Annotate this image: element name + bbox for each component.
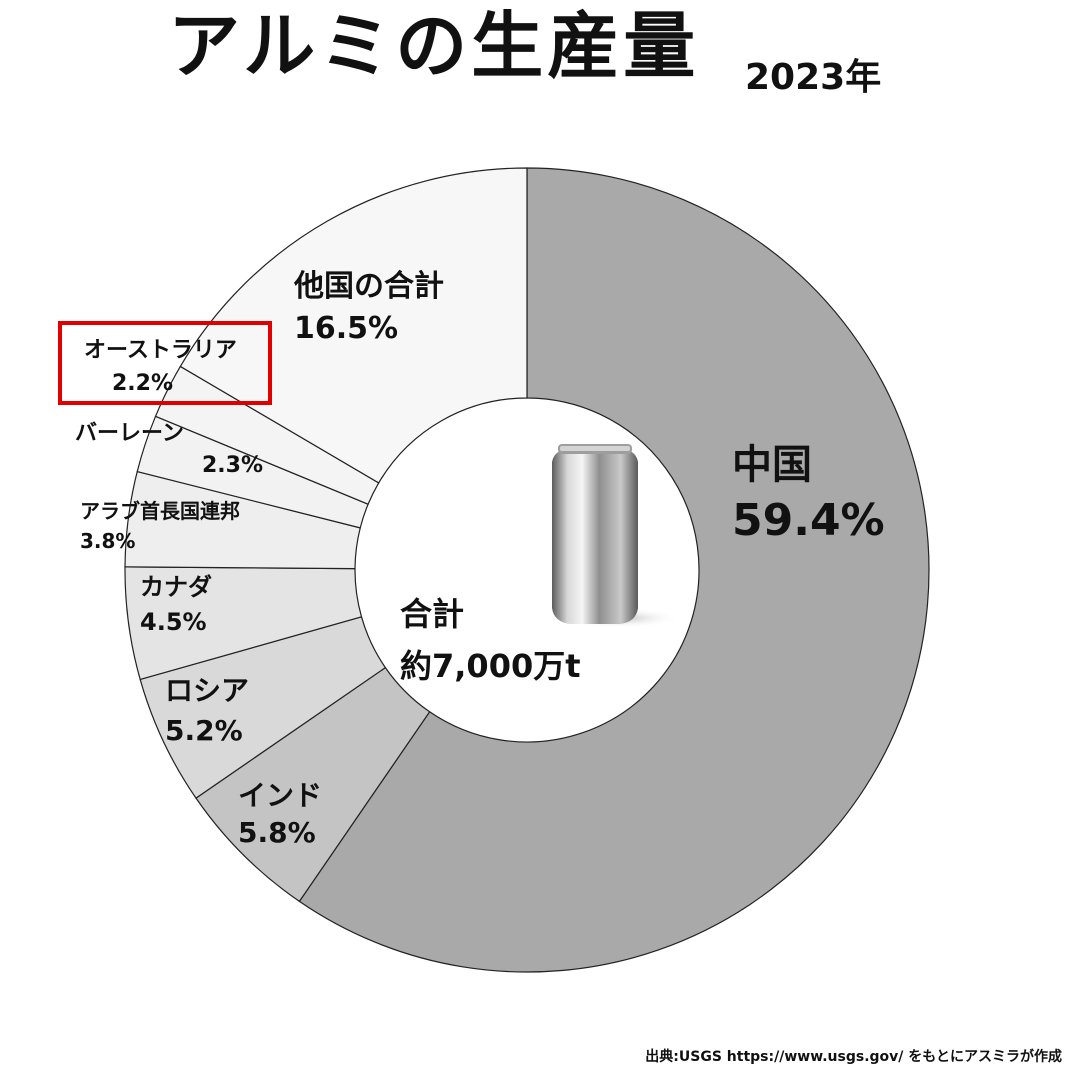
chart-year: 2023年 bbox=[745, 57, 882, 98]
center-total: 合計 約7,000万t bbox=[400, 588, 581, 692]
slice-value-0: 59.4% bbox=[732, 495, 885, 546]
center-total-label: 合計 bbox=[400, 595, 465, 633]
slice-value-5: 2.3% bbox=[202, 453, 263, 478]
slice-value-6: 2.2% bbox=[112, 371, 173, 396]
slice-value-4: 3.8% bbox=[80, 529, 135, 553]
slice-label-5: バーレーン bbox=[75, 421, 184, 446]
source-note: 出典:USGS https://www.usgs.gov/ をもとにアスミラが作… bbox=[645, 1049, 1062, 1065]
slice-value-7: 16.5% bbox=[294, 311, 398, 346]
aluminum-can-icon bbox=[552, 444, 678, 628]
slice-label-7: 他国の合計 bbox=[293, 269, 444, 304]
slice-label-1: インド bbox=[238, 779, 322, 812]
chart-title: アルミの生産量 bbox=[168, 4, 700, 88]
slice-label-3: カナダ bbox=[140, 573, 212, 601]
highlight-box bbox=[58, 321, 272, 405]
slice-value-1: 5.8% bbox=[238, 816, 316, 849]
slice-label-4: アラブ首長国連邦 bbox=[80, 499, 240, 523]
slice-value-3: 4.5% bbox=[140, 608, 207, 636]
slice-value-2: 5.2% bbox=[165, 714, 243, 747]
slice-0 bbox=[298, 167, 930, 973]
center-total-value: 約7,000万t bbox=[400, 647, 581, 685]
slice-label-2: ロシア bbox=[165, 674, 249, 707]
slice-label-6: オーストラリア bbox=[84, 338, 237, 363]
slice-label-0: 中国 bbox=[732, 442, 812, 488]
